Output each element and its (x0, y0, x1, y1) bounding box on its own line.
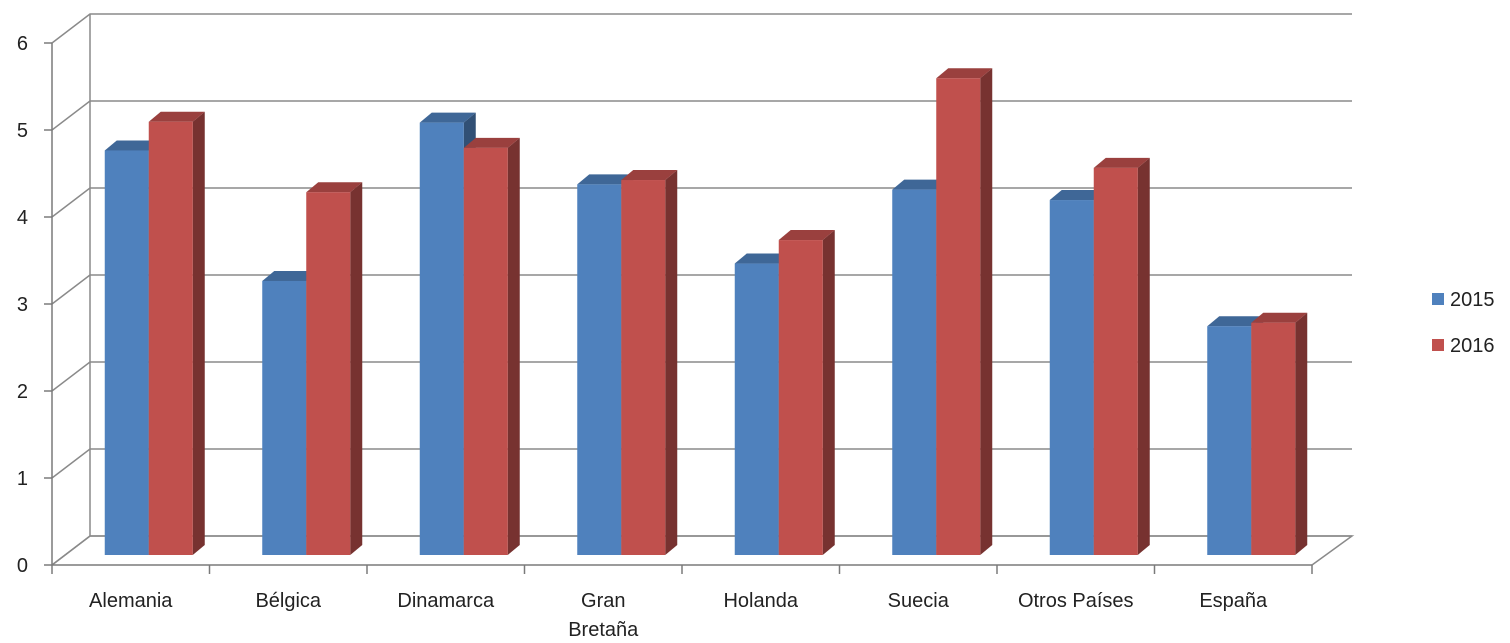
legend-swatch (1432, 339, 1444, 351)
x-tick-label: Suecia (888, 590, 950, 612)
gridline (51, 187, 1352, 218)
gridline (51, 274, 1352, 305)
bar-side-2016 (980, 68, 993, 556)
x-tick-label: España (1199, 590, 1268, 612)
bar-top-2016 (621, 170, 678, 181)
y-tick-label: 4 (17, 207, 28, 229)
bar-2015 (1049, 200, 1094, 556)
legend-label: 2015 (1450, 289, 1495, 311)
chart-walls (51, 14, 1355, 566)
bar-top-2015 (262, 270, 319, 281)
bar-top-2015 (1049, 190, 1106, 201)
gridline (51, 535, 1352, 566)
bar-top-2016 (936, 68, 993, 79)
bar-side-2016 (665, 170, 678, 555)
bar-2016 (936, 78, 981, 556)
x-axis-ticks: Alemania Bélgica Dinamarca Gran Bretaña Holan… (51, 565, 1313, 641)
x-tick-label: Alemania (89, 590, 173, 612)
y-tick-label: 3 (17, 294, 28, 316)
bar-top-2016 (1251, 312, 1308, 323)
gridline (51, 361, 1352, 392)
x-tick-label: Gran (581, 590, 625, 612)
bar-side-2016 (507, 137, 520, 555)
bar-2016 (463, 147, 508, 555)
x-tick-label: Holanda (723, 590, 798, 612)
gridline (51, 448, 1352, 479)
bars (104, 68, 1308, 556)
bar-2016 (1251, 322, 1296, 555)
bar-2016 (621, 180, 666, 555)
x-tick-label: Bretaña (568, 619, 639, 641)
bar-top-2015 (577, 174, 634, 185)
y-tick-label: 1 (17, 468, 28, 490)
bar-top-2016 (463, 137, 520, 148)
bar-top-2016 (148, 111, 205, 122)
x-tick-label: Bélgica (255, 590, 321, 612)
legend: 2015 2016 (1432, 289, 1495, 357)
bar-2016 (148, 121, 193, 556)
bar-top-2015 (104, 140, 161, 151)
bar-top-2015 (734, 253, 791, 264)
gridlines (51, 13, 1352, 566)
legend-label: 2016 (1450, 335, 1495, 357)
y-tick-label: 0 (17, 555, 28, 577)
legend-swatch (1432, 293, 1444, 305)
y-tick-label: 2 (17, 381, 28, 403)
bar-2015 (892, 189, 937, 555)
x-tick-label: Otros Países (1018, 590, 1134, 612)
bar-top-2016 (1093, 157, 1150, 168)
y-tick-label: 6 (17, 33, 28, 55)
bar-side-2016 (1137, 157, 1150, 555)
bar-2015 (419, 122, 464, 556)
x-tick-label: Dinamarca (397, 590, 495, 612)
y-axis-ticks: 0 1 2 3 4 5 6 (17, 33, 52, 577)
bar-top-2015 (1207, 316, 1264, 327)
bar-top-2015 (419, 112, 476, 123)
bar-top-2015 (892, 179, 949, 190)
bar-2016 (778, 240, 823, 555)
bar-side-2016 (350, 182, 363, 555)
bar-side-2016 (1295, 312, 1308, 555)
bar-side-2016 (192, 111, 205, 556)
gridline (51, 100, 1352, 131)
bar-top-2016 (306, 182, 363, 193)
bar-2015 (577, 184, 622, 555)
y-tick-label: 5 (17, 120, 28, 142)
bar-2016 (306, 192, 351, 555)
bar-side-2016 (822, 230, 835, 555)
bar-2015 (104, 150, 149, 555)
floor-outline (51, 535, 1355, 566)
bar-2016 (1093, 167, 1138, 555)
gridline (51, 13, 1352, 44)
bar-top-2016 (778, 230, 835, 241)
bar-2015 (734, 263, 779, 555)
bar-2015 (262, 280, 307, 555)
bar-2015 (1207, 326, 1252, 555)
